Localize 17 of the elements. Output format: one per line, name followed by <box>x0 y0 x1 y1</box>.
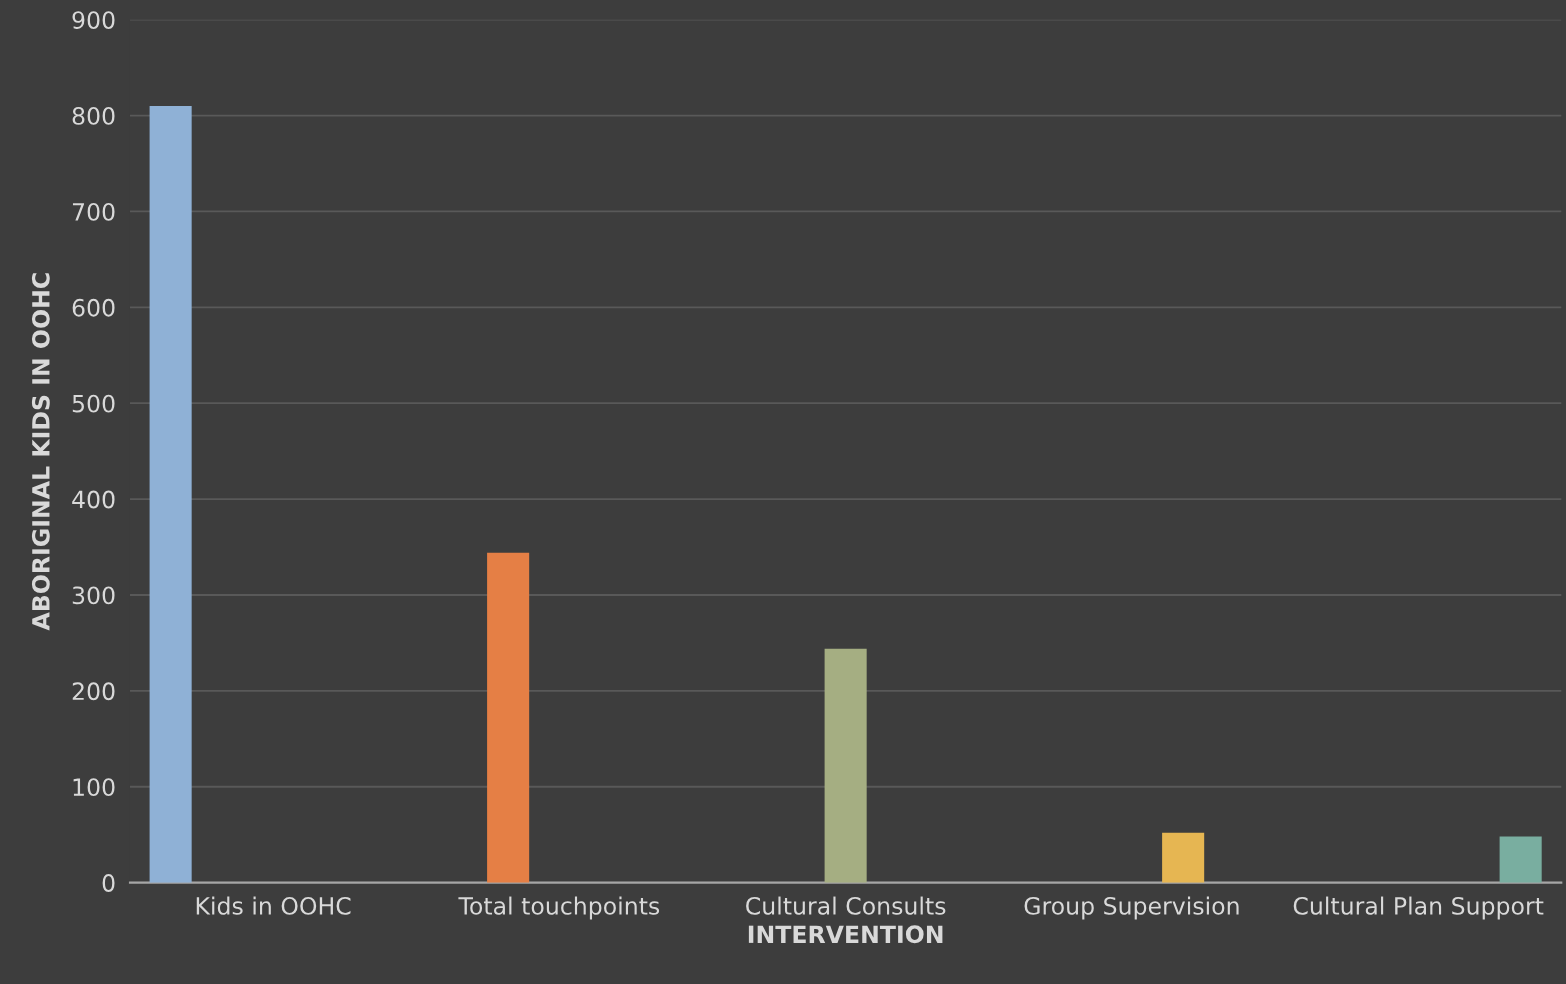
x-tick-label: Kids in OOHC <box>196 896 351 915</box>
x-tick-label: Cultural Consults <box>746 896 946 915</box>
y-tick-label: 0 <box>102 874 115 892</box>
y-tick-label: 300 <box>72 586 115 605</box>
x-axis-title: INTERVENTION <box>748 925 943 944</box>
y-tick-label: 900 <box>72 11 115 29</box>
x-tick-label: Cultural Plan Support <box>1293 896 1544 920</box>
y-tick-label: 400 <box>72 490 115 509</box>
y-axis-title: ABORIGINAL KIDS IN OOHC <box>31 273 50 631</box>
y-tick-label: 200 <box>72 682 115 701</box>
y-tick-label: 100 <box>73 778 115 797</box>
y-tick-label: 700 <box>72 202 115 221</box>
y-tick-label: 800 <box>72 107 115 125</box>
x-tick-label: Total touchpoints <box>458 896 660 920</box>
x-tick-label: Group Supervision <box>1024 896 1239 920</box>
y-tick-label: 500 <box>72 394 115 413</box>
y-tick-label: 600 <box>72 298 115 317</box>
